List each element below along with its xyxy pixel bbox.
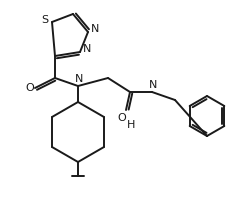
Text: N: N (91, 24, 99, 34)
Text: O: O (26, 83, 34, 93)
Text: N: N (75, 74, 83, 84)
Text: O: O (118, 113, 126, 123)
Text: N: N (83, 44, 91, 54)
Text: H: H (127, 120, 135, 130)
Text: N: N (149, 80, 157, 90)
Text: S: S (42, 15, 48, 25)
